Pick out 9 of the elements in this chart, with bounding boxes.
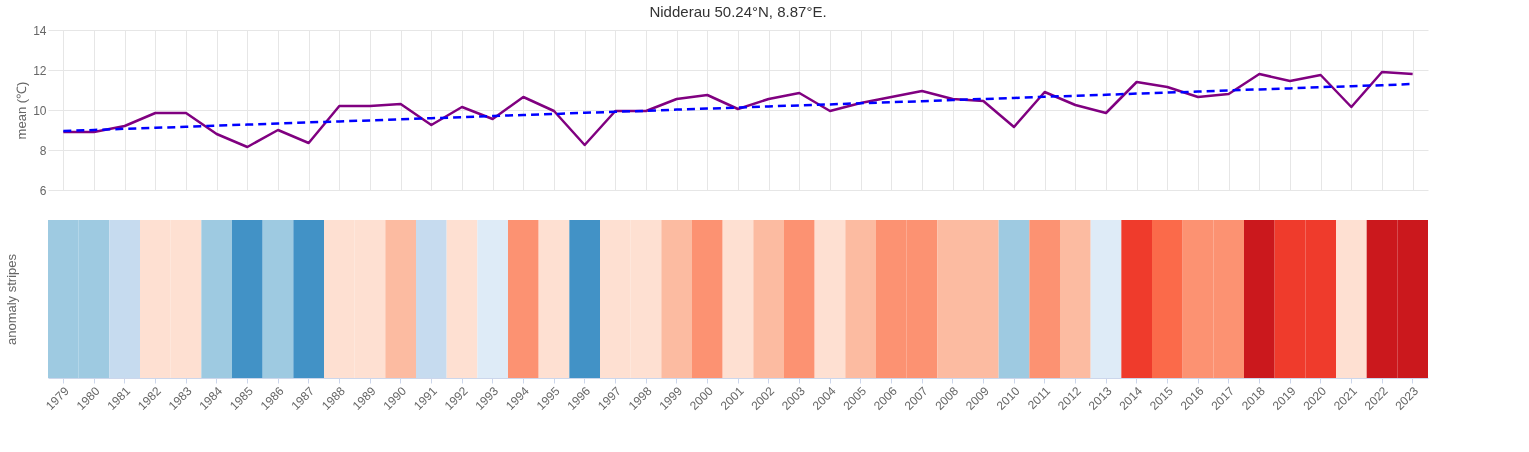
y-tick-label: 12 [33,63,47,78]
y-axis-title: anomaly stripes [3,253,19,346]
y-tick-label: 6 [39,183,47,198]
y-tick-label: 14 [33,23,47,38]
chart-title: Nidderau 50.24°N, 8.87°E. [649,3,827,20]
y-tick-label: 10 [33,103,47,118]
y-tick-label: 8 [39,143,47,158]
y-axis-title: mean (℃) [14,81,30,140]
line-series [62,70,1414,149]
